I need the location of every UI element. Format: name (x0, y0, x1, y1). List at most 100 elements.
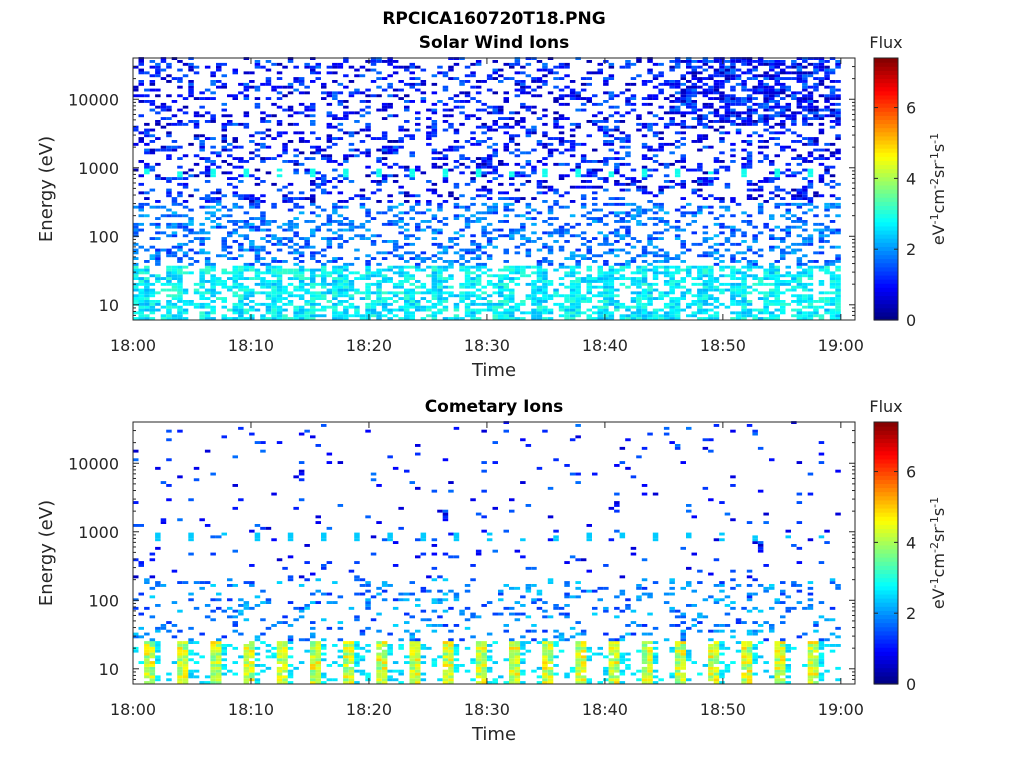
spectrogram-cell (387, 74, 393, 78)
spectrogram-cell (741, 294, 747, 298)
spectrogram-cell (365, 305, 371, 309)
spectrogram-cell (641, 102, 648, 106)
spectrogram-cell (824, 302, 830, 306)
spectrogram-cell (658, 208, 664, 212)
spectrogram-cell (392, 248, 399, 252)
spectrogram-cell (453, 317, 460, 320)
spectrogram-cell (741, 305, 747, 309)
spectrogram-cell (160, 481, 167, 484)
spectrogram-cell (166, 280, 172, 283)
spectrogram-cell (199, 274, 205, 278)
spectrogram-cell (608, 314, 615, 318)
spectrogram-cell (608, 74, 615, 78)
spectrogram-cell (774, 205, 780, 209)
spectrogram-cell (614, 277, 620, 280)
spectrogram-cell (420, 297, 427, 300)
spectrogram-cell (509, 280, 515, 283)
spectrogram-cell (182, 62, 189, 66)
spectrogram-cell (829, 114, 836, 118)
spectrogram-cell (813, 82, 819, 86)
spectrogram-cell (481, 160, 487, 163)
spectrogram-cell (365, 271, 371, 275)
spectrogram-cell (708, 85, 714, 89)
spectrogram-cell (293, 222, 299, 226)
spectrogram-cell (354, 154, 360, 158)
spectrogram-cell (216, 254, 222, 258)
spectrogram-cell (652, 237, 659, 240)
spectrogram-cell (553, 137, 559, 140)
spectrogram-cell (586, 168, 592, 172)
spectrogram-cell (464, 222, 471, 226)
spectrogram-cell (337, 191, 344, 195)
spectrogram-cell (791, 60, 797, 63)
spectrogram-cell (193, 581, 200, 584)
spectrogram-cell (780, 300, 786, 303)
spectrogram-cell (238, 317, 244, 320)
spectrogram-cell (769, 300, 775, 303)
spectrogram-cell (254, 197, 261, 200)
spectrogram-cell (807, 234, 814, 238)
spectrogram-cell (835, 231, 841, 235)
spectrogram-cell (641, 277, 648, 280)
spectrogram-cell (160, 288, 167, 292)
spectrogram-cell (741, 231, 747, 235)
spectrogram-cell (652, 97, 659, 100)
spectrogram-cell (575, 97, 581, 100)
spectrogram-cell (332, 308, 338, 312)
spectrogram-cell (260, 160, 266, 163)
spectrogram-cell (735, 311, 742, 315)
spectrogram-cell (182, 669, 189, 673)
spectrogram-cell (802, 288, 808, 292)
spectrogram-cell (437, 151, 443, 155)
spectrogram-cell (293, 262, 299, 266)
spectrogram-cell (531, 285, 537, 289)
spectrogram-cell (415, 225, 421, 229)
spectrogram-cell (835, 65, 841, 69)
spectrogram-cell (569, 291, 576, 295)
spectrogram-cell (802, 82, 808, 86)
spectrogram-cell (719, 71, 725, 75)
spectrogram-cell (514, 82, 521, 86)
spectrogram-cell (166, 80, 172, 83)
spectrogram-cell (387, 148, 393, 152)
spectrogram-cell (486, 222, 493, 226)
spectrogram-cell (392, 242, 399, 246)
spectrogram-cell (752, 317, 758, 320)
spectrogram-cell (697, 108, 703, 112)
spectrogram-cell (238, 205, 244, 209)
spectrogram-cell (365, 214, 371, 218)
spectrogram-cell (276, 131, 283, 135)
spectrogram-cell (227, 288, 233, 292)
spectrogram-cell (569, 214, 576, 218)
spectrogram-cell (177, 649, 183, 653)
spectrogram-cell (265, 297, 272, 300)
spectrogram-cell (702, 294, 709, 298)
spectrogram-cell (431, 254, 438, 258)
spectrogram-cell (326, 111, 333, 115)
spectrogram-cell (813, 77, 819, 80)
spectrogram-cell (531, 280, 537, 283)
spectrogram-cell (603, 214, 609, 218)
spectrogram-cell (287, 197, 294, 200)
spectrogram-cell (498, 314, 504, 318)
spectrogram-cell (298, 282, 305, 286)
spectrogram-cell (227, 257, 233, 260)
spectrogram-cell (619, 314, 626, 318)
spectrogram-cell (177, 285, 183, 289)
spectrogram-cell (343, 114, 349, 118)
spectrogram-cell (470, 160, 476, 163)
spectrogram-cell (232, 222, 238, 226)
spectrogram-cell (514, 80, 521, 83)
spectrogram-cell (448, 274, 454, 278)
spectrogram-cell (193, 188, 200, 192)
spectrogram-cell (171, 202, 178, 206)
spectrogram-cell (608, 242, 615, 246)
spectrogram-cell (315, 251, 321, 255)
spectrogram-cell (774, 225, 780, 229)
spectrogram-cell (774, 302, 780, 306)
spectrogram-cell (437, 242, 443, 246)
spectrogram-cell (459, 122, 465, 126)
spectrogram-cell (232, 137, 238, 140)
spectrogram-cell (757, 277, 764, 280)
spectrogram-cell (652, 297, 659, 300)
